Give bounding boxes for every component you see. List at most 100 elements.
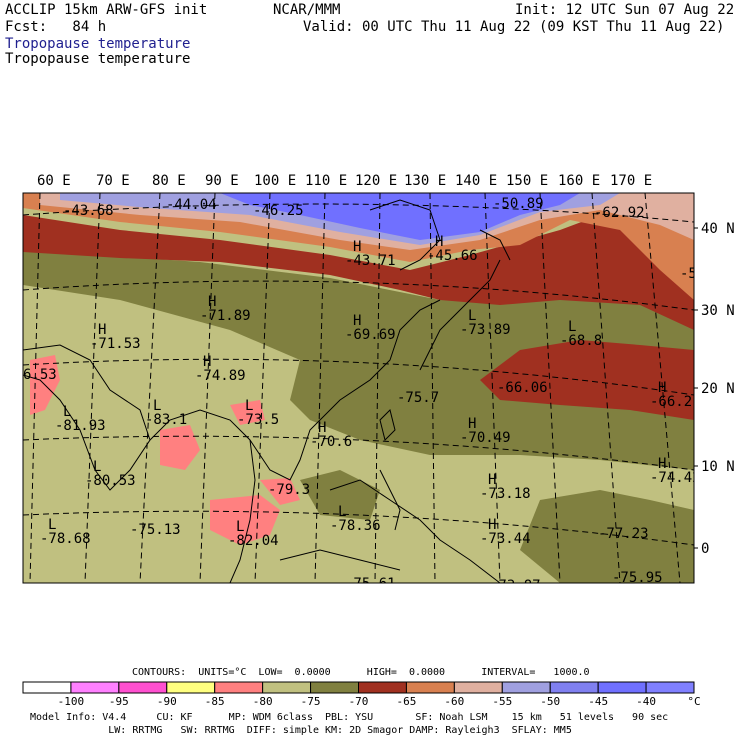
colorbar-swatch xyxy=(118,681,168,694)
extremum-value: -45.66 xyxy=(427,248,478,264)
extremum-value: -70.49 xyxy=(460,430,511,446)
colorbar-swatch xyxy=(262,681,312,694)
extremum-value: -73.5 xyxy=(237,412,279,428)
salmon-patch-4 xyxy=(260,478,300,505)
colorbar-tick-label: -100 xyxy=(58,695,85,708)
low-marker: L xyxy=(63,404,71,420)
colorbar-tick-label: -75 xyxy=(301,695,321,708)
high-marker: H xyxy=(488,472,496,488)
field-title-2: Tropopause temperature xyxy=(5,51,191,67)
salmon-patch-5 xyxy=(230,400,265,425)
lon-label: 150 E xyxy=(506,173,548,189)
high-marker: H xyxy=(353,239,361,255)
lon-label: 130 E xyxy=(404,173,446,189)
colorbar-tick-label: -60 xyxy=(444,695,464,708)
colorbar-tick-label: -50 xyxy=(540,695,560,708)
colorbar-swatch xyxy=(645,681,695,694)
low-marker: L xyxy=(468,308,476,324)
olive-band xyxy=(23,250,694,470)
lon-label: 100 E xyxy=(254,173,296,189)
extremum-value: -73.87 xyxy=(490,578,541,594)
low-marker: L xyxy=(568,319,576,335)
field-title-1: Tropopause temperature xyxy=(5,36,191,52)
lon-label: 170 E xyxy=(610,173,652,189)
graticule xyxy=(23,193,694,583)
colorbar-swatch xyxy=(310,681,360,694)
extremum-value: -78.36 xyxy=(330,518,381,534)
lon-label: 90 E xyxy=(205,173,239,189)
high-marker: H xyxy=(353,313,361,329)
lat-labels: 40 N 30 N 20 N 10 N 0 xyxy=(701,221,735,557)
extremum-value: -80.53 xyxy=(85,473,136,489)
coastlines xyxy=(23,199,511,583)
extremum-value: -70.6 xyxy=(310,434,352,450)
high-marker: H xyxy=(658,380,666,396)
high-marker: H xyxy=(488,517,496,533)
lon-labels: 60 E 70 E 80 E 90 E 100 E 110 E 120 E 13… xyxy=(37,173,652,189)
colorbar-tick-label: -65 xyxy=(396,695,416,708)
olive-patch-south-2 xyxy=(300,470,380,520)
high-marker: H xyxy=(208,294,216,310)
extremum-value: -66.2 xyxy=(650,394,692,410)
blue-band xyxy=(220,193,580,240)
colorbar-tick-label: -70 xyxy=(349,695,369,708)
lat-ticks xyxy=(694,227,698,549)
lon-label: 70 E xyxy=(96,173,130,189)
colorbar-swatch xyxy=(549,681,599,694)
salmon-patch-2 xyxy=(160,425,200,470)
map-plot-area: -43.68 -44.04 -46.25 -50.89-62.92H-43.71H-4… xyxy=(23,193,705,594)
colorbar-swatch xyxy=(597,681,647,694)
extremum-value: -74.89 xyxy=(195,368,246,384)
lat-label: 10 N xyxy=(701,459,735,475)
extrema-labels: -43.68 -44.04 -46.25 -50.89-62.92H-43.71H-4… xyxy=(23,196,705,594)
colorbar-tick-label: -80 xyxy=(253,695,273,708)
high-marker: H xyxy=(468,416,476,432)
lon-label: 140 E xyxy=(455,173,497,189)
lat-label: 20 N xyxy=(701,381,735,397)
extremum-value: -77.23 xyxy=(598,526,649,542)
colorbar-unit: °C xyxy=(687,695,700,708)
extremum-value: -82.04 xyxy=(228,533,279,549)
extremum-value: -78.68 xyxy=(40,531,91,547)
colorbar-swatch xyxy=(70,681,120,694)
low-marker: L xyxy=(93,459,101,475)
extremum-value: -73.18 xyxy=(480,486,531,502)
extremum-value: -71.53 xyxy=(90,336,141,352)
low-marker: L xyxy=(338,504,346,520)
extremum-value: -68.8 xyxy=(560,333,602,349)
colorbar-swatch xyxy=(166,681,216,694)
extremum-value: -75.95 xyxy=(612,570,663,586)
high-marker: H xyxy=(203,354,211,370)
colorbar-tick-label: -45 xyxy=(588,695,608,708)
colorbar-swatch xyxy=(358,681,407,694)
extremum-value: -66.06 xyxy=(497,380,548,396)
model-info-line-1: Model Info: V4.4 CU: KF MP: WDM 6class P… xyxy=(30,712,669,723)
extremum-value: -43.71 xyxy=(345,253,396,269)
olive-patch-south xyxy=(520,490,694,583)
contours-info: CONTOURS: UNITS=°C LOW= 0.0000 HIGH= 0.0… xyxy=(132,667,590,678)
colorbar-tick-label: -85 xyxy=(205,695,225,708)
salmon-patch-3 xyxy=(210,495,280,545)
extremum-value: 6.53 xyxy=(23,367,57,383)
high-marker: H xyxy=(658,456,666,472)
high-marker: H xyxy=(98,322,106,338)
colorbar-swatch xyxy=(22,681,72,694)
colorbar xyxy=(22,681,695,694)
low-marker: L xyxy=(236,519,244,535)
extremum-value: -71.89 xyxy=(200,308,251,324)
lat-label: 40 N xyxy=(701,221,735,237)
colorbar-swatch xyxy=(453,681,503,694)
colorbar-swatch xyxy=(214,681,264,694)
extremum-value: -53 xyxy=(680,266,705,282)
extremum-value: -50.89 xyxy=(493,196,544,212)
darkred-band-north xyxy=(23,200,694,330)
extremum-value: -62.92 xyxy=(594,205,645,221)
extremum-value: -81.93 xyxy=(55,418,106,434)
low-marker: L xyxy=(245,398,253,414)
extremum-value: -44.04 xyxy=(166,197,217,213)
lon-label: 160 E xyxy=(558,173,600,189)
colorbar-tick-label: -55 xyxy=(492,695,512,708)
lon-label: 80 E xyxy=(152,173,186,189)
extremum-value: -69.69 xyxy=(345,327,396,343)
